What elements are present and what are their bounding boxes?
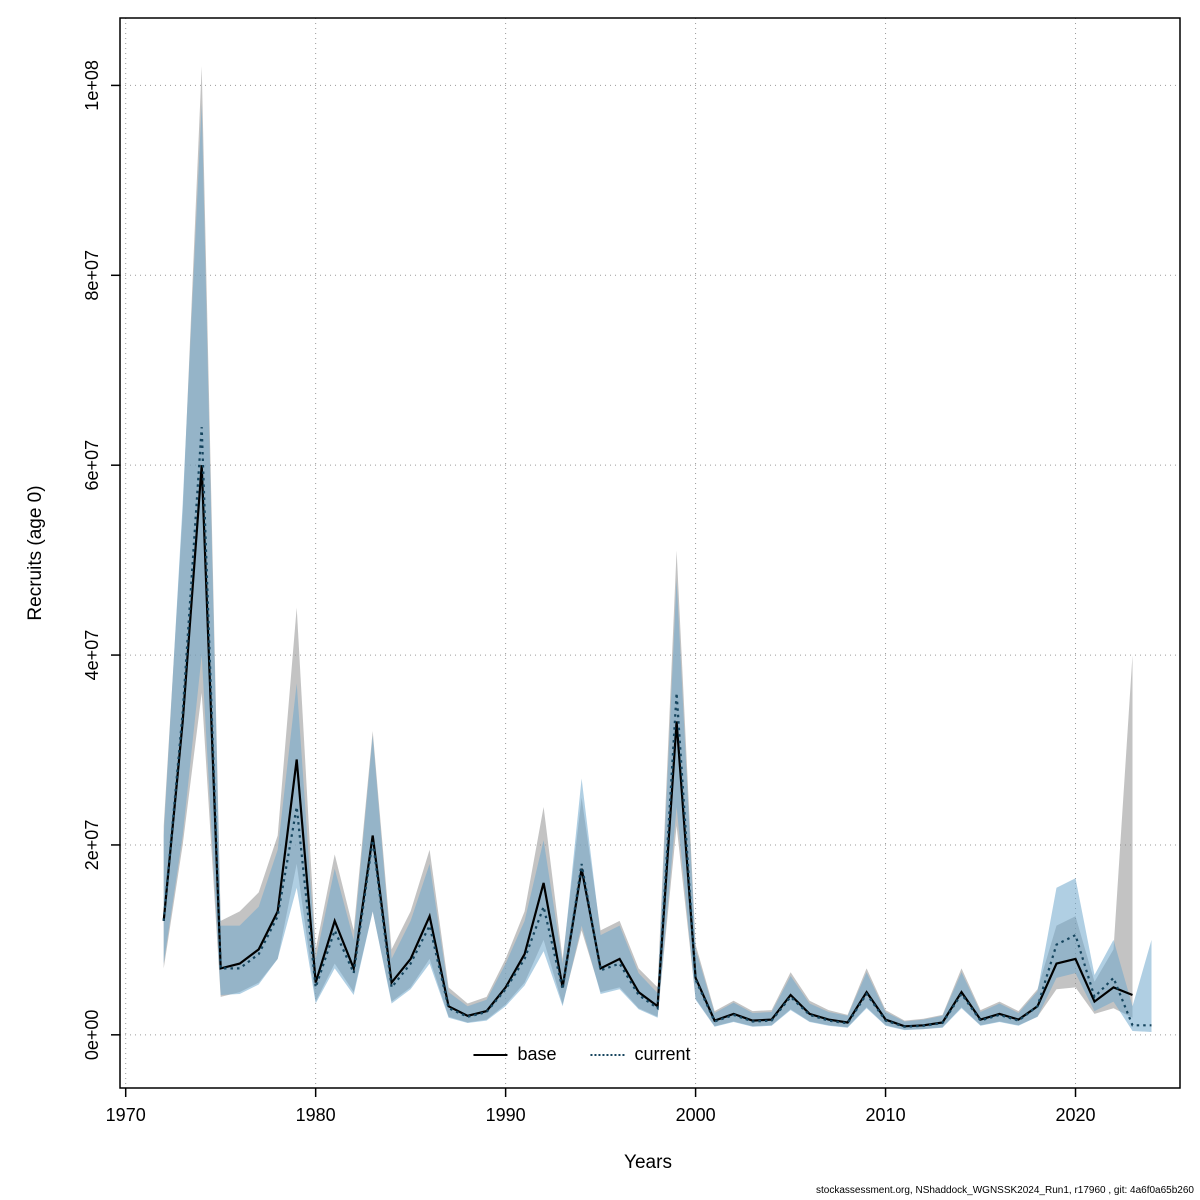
plot-border — [119, 17, 1181, 1089]
current-median-line — [162, 427, 1152, 1028]
base-median-line — [162, 465, 1133, 1028]
current-line-sample-icon — [590, 1053, 625, 1056]
svg-text:6e+07: 6e+07 — [82, 440, 102, 491]
axis-ticks — [111, 84, 1077, 1097]
svg-text:1970: 1970 — [106, 1105, 146, 1125]
x-axis-title: Years — [624, 1152, 672, 1173]
svg-text:8e+07: 8e+07 — [82, 250, 102, 301]
legend: base current — [473, 1044, 691, 1065]
svg-text:2020: 2020 — [1055, 1105, 1095, 1125]
base-line-sample-icon — [473, 1053, 508, 1056]
svg-text:1e+08: 1e+08 — [82, 60, 102, 111]
legend-item-base: base — [473, 1044, 557, 1065]
current-confidence-band — [163, 104, 1152, 1032]
svg-text:1980: 1980 — [296, 1105, 336, 1125]
svg-text:2000: 2000 — [676, 1105, 716, 1125]
legend-label-base: base — [517, 1044, 557, 1064]
gridlines — [120, 18, 1180, 1088]
svg-text:2010: 2010 — [866, 1105, 906, 1125]
legend-item-current: current — [590, 1044, 691, 1065]
svg-text:2e+07: 2e+07 — [82, 820, 102, 871]
svg-text:4e+07: 4e+07 — [82, 630, 102, 681]
axis-tick-labels: 1970 1980 1990 2000 2010 2020 0e+00 2e+07 4e+07 6… — [82, 60, 1096, 1125]
legend-label-current: current — [634, 1044, 691, 1064]
svg-text:0e+00: 0e+00 — [82, 1010, 102, 1061]
y-axis-title: Recruits (age 0) — [25, 485, 46, 621]
source-attribution: stockassessment.org, NShaddock_WGNSSK202… — [815, 1185, 1194, 1196]
svg-text:1990: 1990 — [486, 1105, 526, 1125]
